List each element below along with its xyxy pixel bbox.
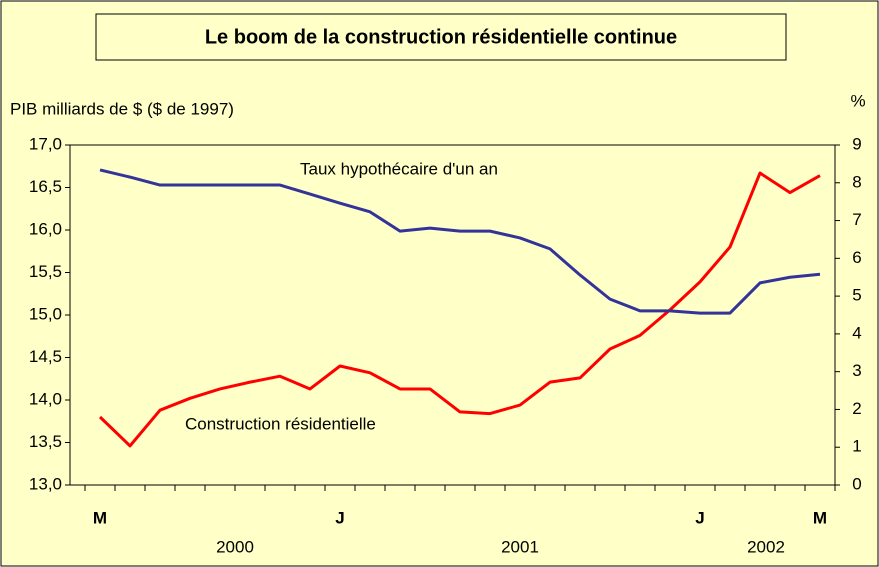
y2-tick-label: 8 [852,172,861,191]
y-tick-label: 13,0 [29,474,62,493]
y2-tick-label: 3 [852,361,861,380]
series-label: Taux hypothécaire d'un an [300,159,498,178]
y2-axis-label: % [850,91,865,110]
title-box [95,13,787,61]
x-tick-label: J [695,508,704,527]
y-axis-label: PIB milliards de $ ($ de 1997) [10,99,234,118]
y2-tick-label: 0 [852,474,861,493]
series-label: Construction résidentielle [185,414,376,433]
x-tick-label: M [93,508,107,527]
year-label: 2001 [501,537,539,556]
y-tick-label: 13,5 [29,432,62,451]
y2-tick-label: 4 [852,323,861,342]
y2-tick-label: 2 [852,399,861,418]
y-tick-label: 15,0 [29,304,62,323]
y2-tick-label: 1 [852,437,861,456]
line-series [98,171,821,448]
y-tick-label: 15,5 [29,262,62,281]
year-label: 2002 [747,537,785,556]
y-tick-label: 14,0 [29,389,62,408]
y2-tick-label: 7 [852,210,861,229]
line-series [99,168,821,315]
chart-title: Le boom de la construction résidentielle… [205,26,677,48]
y-tick-label: 17,0 [29,134,62,153]
y2-tick-label: 5 [852,286,861,305]
y-tick-label: 14,5 [29,347,62,366]
y-tick-label: 16,5 [29,177,62,196]
plot-area [69,144,836,486]
y-tick-label: 16,0 [29,219,62,238]
y2-tick-label: 9 [852,134,861,153]
x-tick-label: J [335,508,344,527]
x-tick-label: M [813,508,827,527]
y2-tick-label: 6 [852,248,861,267]
year-label: 2000 [216,537,254,556]
